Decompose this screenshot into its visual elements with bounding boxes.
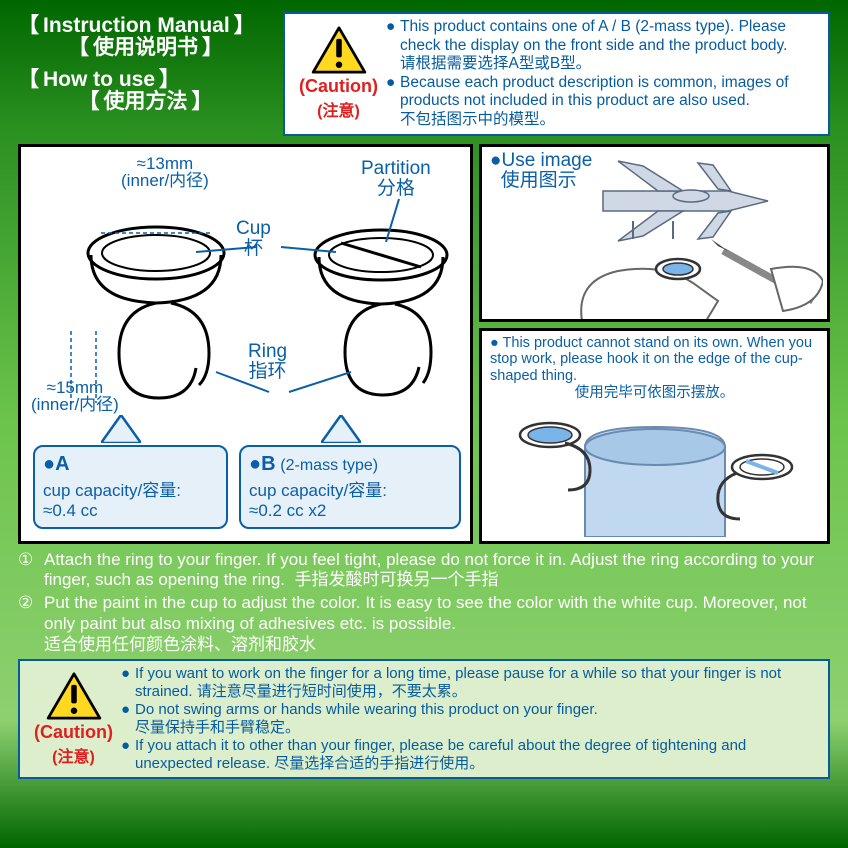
title-manual-en: 【Instruction Manual】: [18, 14, 273, 38]
title-block: 【Instruction Manual】 【使用说明书】 【How to use…: [18, 12, 273, 136]
title-manual-cn: 【使用说明书】: [18, 36, 273, 60]
step-2: ②Put the paint in the cup to adjust the …: [18, 593, 830, 655]
storage-note-panel: ● This product cannot stand on its own. …: [479, 328, 830, 544]
caution-box-bottom: (Caution) (注意) ●If you want to work on t…: [18, 659, 830, 779]
txt: 使用方法: [104, 90, 188, 114]
txt: Instruction Manual: [43, 14, 230, 38]
txt: 使用说明书: [93, 36, 198, 60]
txt: 不包括图示中的模型。: [400, 111, 555, 128]
top-row: 【Instruction Manual】 【使用说明书】 【How to use…: [18, 12, 830, 136]
diagram-main: ≈13mm(inner/内径) Partition分格 Cup杯 Ring指环 …: [18, 144, 473, 544]
txt: 请根据需要选择A型或B型。: [400, 55, 591, 72]
caution-label-en: (Caution): [299, 76, 378, 97]
use-image-panel: ●Use image 使用图示: [479, 144, 830, 322]
txt: ≈0.4 cc: [43, 501, 218, 521]
caution-icon-wrap: (Caution) (注意): [291, 18, 386, 130]
tail-b: [321, 415, 361, 443]
storage-note: ● This product cannot stand on its own. …: [490, 335, 819, 402]
diagram-row: ≈13mm(inner/内径) Partition分格 Cup杯 Ring指环 …: [18, 144, 830, 544]
warning-triangle-icon: [311, 26, 367, 74]
jet-hand-icon: [563, 151, 823, 322]
box-b: ●B (2-mass type) cup capacity/容量: ≈0.2 c…: [239, 445, 461, 529]
storage-diagram-icon: [490, 407, 820, 537]
txt: How to use: [43, 68, 155, 92]
title-howto-en: 【How to use】: [18, 68, 273, 92]
txt: ≈0.2 cc x2: [249, 501, 451, 521]
caution-label-cn-2: (注意): [52, 743, 95, 767]
tail-a: [101, 415, 141, 443]
caution-text-bottom: ●If you want to work on the finger for a…: [121, 665, 822, 773]
caution-text-top: ●This product contains one of A / B (2-m…: [386, 18, 822, 130]
box-a: ●A cup capacity/容量: ≈0.4 cc: [33, 445, 228, 529]
txt: cup capacity/容量:: [249, 476, 451, 501]
caution-label-en-2: (Caution): [34, 722, 113, 743]
txt: cup capacity/容量:: [43, 476, 218, 501]
diagram-right-col: ●Use image 使用图示: [479, 144, 830, 544]
txt: Because each product description is comm…: [400, 74, 789, 110]
caution-label-cn: (注意): [317, 97, 360, 121]
warning-triangle-icon: [46, 672, 102, 720]
caution-box-top: (Caution) (注意) ●This product contains on…: [283, 12, 830, 136]
caution-icon-wrap-2: (Caution) (注意): [26, 665, 121, 773]
title-howto-cn: 【使用方法】: [18, 90, 273, 114]
steps-block: ①Attach the ring to your finger. If you …: [18, 550, 830, 656]
step-1: ①Attach the ring to your finger. If you …: [18, 550, 830, 591]
txt: This product contains one of A / B (2-ma…: [400, 18, 787, 54]
